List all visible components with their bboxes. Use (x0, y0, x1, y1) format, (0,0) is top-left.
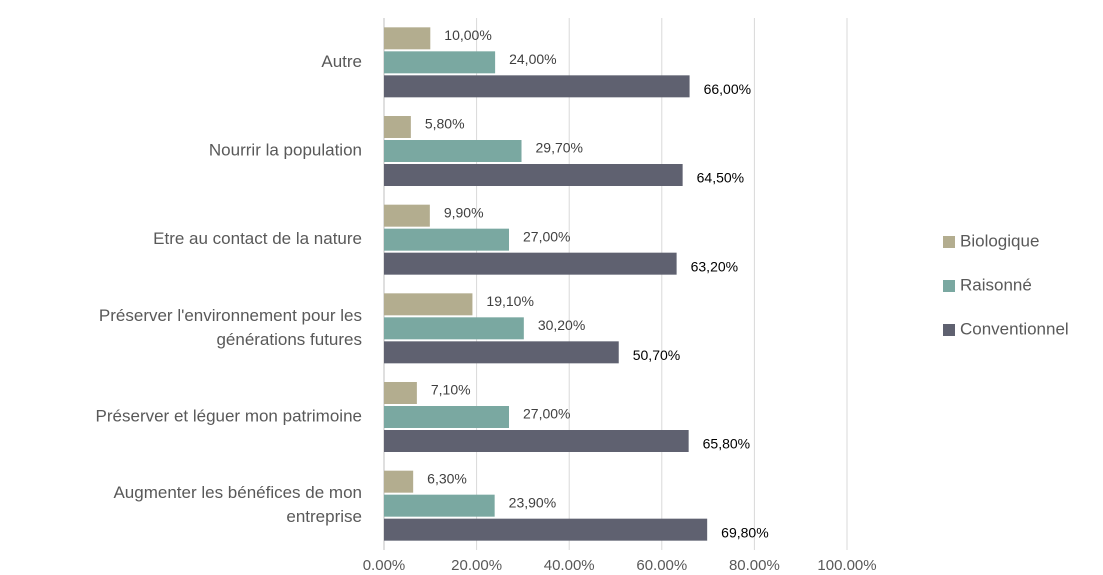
category-label: Nourrir la population (209, 140, 362, 159)
bar (384, 164, 683, 186)
x-tick-label: 40,00% (544, 557, 595, 570)
bar (384, 382, 417, 404)
value-label: 23,90% (509, 494, 556, 510)
bar (384, 470, 414, 493)
legend-swatch (943, 236, 955, 248)
value-label: 24,00% (509, 51, 556, 67)
value-label: 5,80% (425, 116, 465, 132)
bar (384, 341, 619, 364)
value-label: 10,00% (444, 27, 491, 43)
value-label: 65,80% (703, 436, 750, 452)
value-label: 19,10% (486, 293, 533, 309)
category-label: Etre au contact de la nature (153, 229, 362, 248)
bar (384, 27, 431, 50)
x-tick-label: 60,00% (636, 557, 687, 570)
category-label: Préserver l'environnement pour les (99, 306, 362, 325)
value-label: 63,20% (691, 258, 738, 274)
legend-label: Conventionnel (960, 319, 1069, 338)
bar (384, 75, 690, 98)
value-label: 66,00% (704, 81, 751, 97)
category-label: entreprise (286, 507, 362, 526)
value-label: 30,20% (538, 317, 585, 333)
value-label: 9,90% (444, 204, 484, 220)
category-label: Augmenter les bénéfices de mon (113, 483, 362, 502)
legend-label: Biologique (960, 231, 1039, 250)
legend-label: Raisonné (960, 275, 1032, 294)
value-label: 27,00% (523, 406, 570, 422)
value-label: 64,50% (697, 170, 744, 186)
legend-swatch (943, 324, 955, 336)
value-label: 69,80% (721, 524, 768, 540)
bar (384, 140, 522, 162)
category-label: Préserver et léguer mon patrimoine (96, 406, 362, 425)
value-label: 50,70% (633, 347, 680, 363)
bar (384, 494, 495, 517)
bar (384, 252, 677, 275)
bar (384, 293, 473, 316)
value-label: 29,70% (536, 140, 583, 156)
bar (384, 317, 524, 340)
bar (384, 116, 411, 138)
bar (384, 518, 708, 541)
x-tick-label: 0,00% (363, 557, 406, 570)
legend-swatch (943, 280, 955, 292)
bar (384, 406, 510, 428)
x-tick-label: 100,00% (817, 557, 876, 570)
category-label: générations futures (216, 330, 362, 349)
value-label: 6,30% (427, 470, 467, 486)
bar (384, 51, 496, 74)
x-tick-label: 80,00% (729, 557, 780, 570)
bar (384, 204, 430, 227)
value-label: 27,00% (523, 228, 570, 244)
category-label: Autre (321, 52, 362, 71)
bar (384, 228, 510, 251)
value-label: 7,10% (431, 382, 471, 398)
bar (384, 430, 689, 452)
x-tick-label: 20,00% (451, 557, 502, 570)
